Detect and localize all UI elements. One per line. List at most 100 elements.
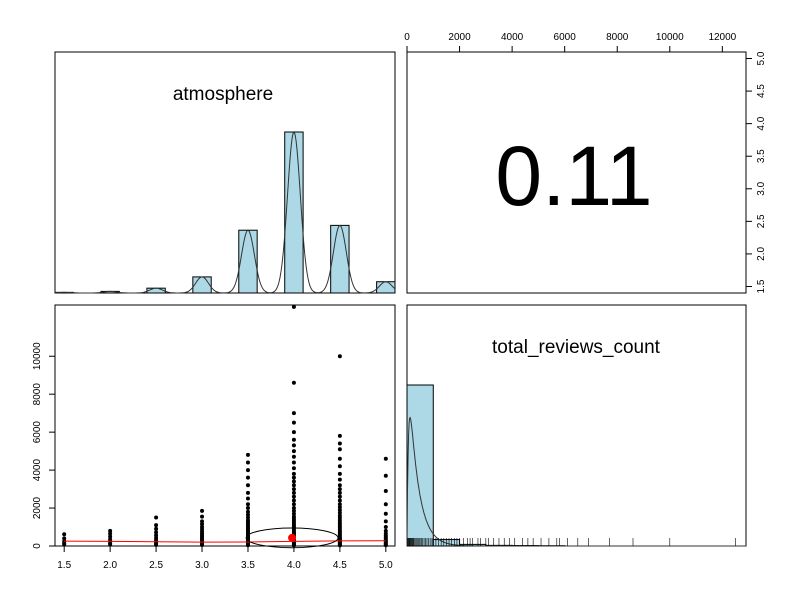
scatter-point-4-37 (291, 466, 296, 471)
scatter-point-5-9 (383, 531, 388, 536)
scatter-point-5-11 (383, 525, 388, 530)
scatter-point-2-3 (108, 537, 113, 542)
left-tick-label-10000: 10000 (32, 342, 43, 370)
atmosphere-bar-3.5 (238, 229, 258, 294)
scatter-point-4-43 (291, 430, 296, 435)
scatter-point-4.5-27 (337, 498, 342, 503)
scatter-point-5-10 (383, 528, 388, 533)
scatter-point-2.5-7 (154, 526, 159, 531)
scatter-point-4-44 (291, 420, 296, 425)
bottom-tick-label-3: 3.0 (195, 560, 209, 571)
scatter-point-4-35 (291, 475, 296, 480)
scatter-point-3.5-32 (245, 452, 250, 457)
scatter-point-2.5-9 (154, 515, 159, 520)
correlation-ellipse (245, 527, 339, 549)
scatter-point-4.5-32 (337, 477, 342, 482)
scatter-point-2.5-8 (154, 523, 159, 528)
scatter-point-4.5-26 (337, 502, 342, 507)
scatter-point-4.5-31 (337, 483, 342, 488)
atmosphere-title: atmosphere (173, 84, 273, 105)
right-tick-label-3: 3.0 (756, 181, 767, 195)
scatter-point-4-40 (291, 449, 296, 454)
bottom-tick-label-2.5: 2.5 (149, 560, 163, 571)
atmosphere-bar-3 (192, 276, 212, 294)
scatter-point-2-5 (108, 531, 113, 536)
scatter-point-4-24 (291, 514, 296, 519)
top-tick-label-2000: 2000 (448, 32, 471, 43)
scatter-point-4-47 (291, 304, 296, 309)
right-tick-label-4: 4.0 (756, 116, 767, 130)
left-tick-label-2000: 2000 (32, 496, 43, 519)
top-tick-label-0: 0 (404, 32, 410, 43)
scatter-point-4-25 (291, 511, 296, 516)
scatter-point-4-33 (291, 483, 296, 488)
axes-layer: 1.5 2.0 2.5 3.0 3.5 4.0 4.5 5.0 0 2000 4000 6000 800… (32, 32, 767, 571)
bottom-tick-label-4.5: 4.5 (333, 560, 347, 571)
left-tick-label-8000: 8000 (32, 383, 43, 406)
scatter-point-5-15 (383, 488, 388, 493)
top-tick-label-10000: 10000 (656, 32, 684, 43)
atmosphere-bar-4 (284, 131, 304, 294)
reviews-histogram-layer (406, 384, 746, 547)
bottom-tick-label-5: 5.0 (379, 560, 393, 571)
scatter-point-2.5-5 (154, 533, 159, 538)
bottom-tick-label-4: 4.0 (287, 560, 301, 571)
top-tick-label-4000: 4000 (501, 32, 524, 43)
left-tick-label-6000: 6000 (32, 421, 43, 444)
scatter-point-4.5-37 (337, 441, 342, 446)
scatter-point-3.5-23 (245, 509, 250, 514)
scatter-point-4.5-39 (337, 354, 342, 359)
reviews-bar-0 (406, 384, 434, 547)
scatter-point-3.5-27 (245, 490, 250, 495)
scatter-point-4-41 (291, 443, 296, 448)
scatter-point-3-13 (200, 522, 205, 527)
left-tick-label-0: 0 (32, 543, 43, 549)
scatter-point-4.5-25 (337, 505, 342, 510)
top-tick-label-12000: 12000 (708, 32, 736, 43)
scatter-point-4.5-34 (337, 464, 342, 469)
top-tick-label-6000: 6000 (554, 32, 577, 43)
scatter-point-4-46 (291, 380, 296, 385)
scatter-point-4-27 (291, 506, 296, 511)
scatter-point-1.5-4 (62, 532, 67, 537)
scatter-point-5-16 (383, 473, 388, 478)
right-tick-label-5: 5.0 (756, 51, 767, 65)
scatter-point-3-15 (200, 514, 205, 519)
scatter-point-1.5-3 (62, 536, 67, 541)
right-tick-label-2: 2.0 (756, 247, 767, 261)
scatter-point-3.5-28 (245, 483, 250, 488)
bottom-tick-label-2: 2.0 (103, 560, 117, 571)
right-tick-label-3.5: 3.5 (756, 149, 767, 163)
scatter-point-2.5-6 (154, 530, 159, 535)
atmosphere-bar-5 (376, 281, 396, 294)
scatter-point-4.5-35 (337, 456, 342, 461)
scatter-point-1.5-2 (62, 539, 67, 544)
scatter-point-4-28 (291, 502, 296, 507)
scatter-point-3-16 (200, 508, 205, 513)
scatter-point-3.5-24 (245, 506, 250, 511)
mean-point (288, 533, 297, 542)
scatter-point-2-4 (108, 534, 113, 539)
scatter-point-4.5-22 (337, 513, 342, 518)
atmosphere-histogram-layer (54, 130, 396, 294)
correlation-value: 0.11 (495, 129, 652, 223)
scatter-point-4.5-28 (337, 494, 342, 499)
scatter-point-4-29 (291, 498, 296, 503)
scatter-point-4-42 (291, 437, 296, 442)
scatter-point-5-13 (383, 511, 388, 516)
reviews-title: total_reviews_count (492, 337, 661, 358)
bottom-tick-label-1.5: 1.5 (57, 560, 71, 571)
scatter-point-3.5-21 (245, 515, 250, 520)
scatter-point-4-32 (291, 487, 296, 492)
right-tick-label-4.5: 4.5 (756, 84, 767, 98)
scatter-layer (62, 304, 388, 549)
right-tick-label-1.5: 1.5 (756, 279, 767, 293)
scatter-point-4-39 (291, 454, 296, 459)
scatter-point-4-31 (291, 490, 296, 495)
scatter-point-5-12 (383, 519, 388, 524)
scatter-point-4.5-24 (337, 507, 342, 512)
scatter-point-4-30 (291, 494, 296, 499)
scatter-point-2-6 (108, 528, 113, 533)
scatter-point-3.5-29 (245, 475, 250, 480)
